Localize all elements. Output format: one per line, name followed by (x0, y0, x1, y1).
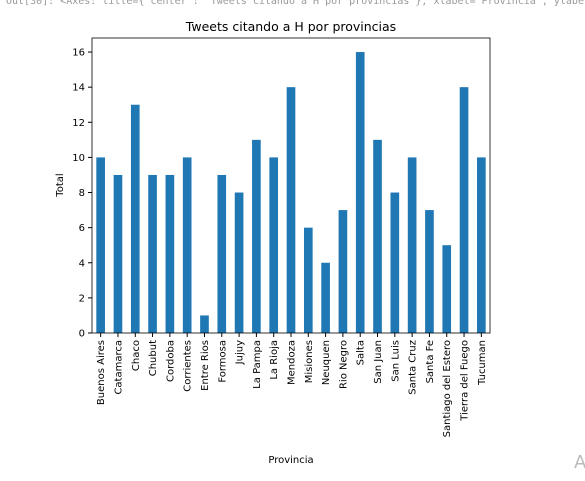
bar (130, 104, 140, 333)
x-tick-label: San Luis (390, 340, 401, 382)
x-tick-label: Jujuy (235, 340, 246, 365)
x-tick-label: Tierra del Fuego (460, 340, 471, 422)
x-tick-label: Misiones (304, 340, 315, 383)
x-tick-label: Salta (356, 340, 367, 365)
y-axis-label: Total (55, 173, 66, 197)
bar (234, 192, 244, 333)
x-tick-label: Entre Rios (200, 340, 211, 391)
y-tick-label: 0 (79, 329, 85, 340)
bar (200, 315, 209, 333)
x-tick-label: Mendoza (287, 340, 298, 385)
x-tick-label: Chaco (131, 340, 142, 371)
x-axis-label: Provincia (268, 455, 313, 466)
bar (477, 157, 486, 333)
x-tick-label: Formosa (217, 340, 228, 383)
x-tick-label: Neuquen (321, 340, 332, 385)
bar (113, 174, 123, 333)
bar (373, 139, 382, 333)
bar (425, 210, 434, 333)
bar (321, 262, 330, 333)
bar (96, 157, 105, 333)
corner-glyph: A (574, 452, 585, 473)
bar (148, 174, 157, 333)
plot-frame (91, 37, 491, 334)
bar (390, 192, 400, 333)
x-tick-label: San Juan (373, 340, 384, 384)
bar (217, 174, 227, 333)
y-tick-label: 2 (79, 293, 85, 304)
x-tick-label: Buenos Aires (96, 340, 107, 405)
y-tick-label: 10 (72, 153, 85, 164)
x-tick-label: Santa Cruz (408, 340, 419, 395)
bar (355, 52, 365, 334)
y-tick-label: 16 (72, 48, 85, 59)
y-tick-label: 8 (79, 188, 85, 199)
x-tick-label: Catamarca (113, 340, 124, 395)
x-tick-label: Cordoba (165, 340, 176, 382)
bar (303, 227, 313, 333)
bar (338, 210, 348, 333)
x-tick-label: La Rioja (269, 340, 280, 380)
x-tick-label: Tucuman (477, 340, 488, 386)
x-tick-label: La Pampa (252, 340, 263, 389)
bar (459, 87, 469, 334)
y-tick-label: 14 (72, 83, 85, 94)
x-tick-label: Santiago del Estero (442, 340, 453, 437)
bar (182, 157, 192, 333)
x-tick-label: Rio Negro (338, 340, 349, 389)
y-tick-label: 6 (79, 223, 85, 234)
x-tick-label: Chubut (148, 340, 159, 376)
bar (165, 174, 175, 333)
bar (407, 157, 417, 333)
cell-output: Out[30]: <Axes: title={'center': 'Tweets… (6, 0, 585, 7)
bar (286, 87, 296, 334)
bar (269, 157, 279, 333)
bar (252, 139, 261, 333)
y-tick-label: 4 (79, 258, 85, 269)
chart-title: Tweets citando a H por provincias (185, 19, 396, 34)
bar (442, 245, 452, 333)
y-tick-label: 12 (72, 118, 85, 129)
x-tick-label: Santa Fe (425, 340, 436, 383)
x-tick-label: Corrientes (183, 340, 194, 392)
